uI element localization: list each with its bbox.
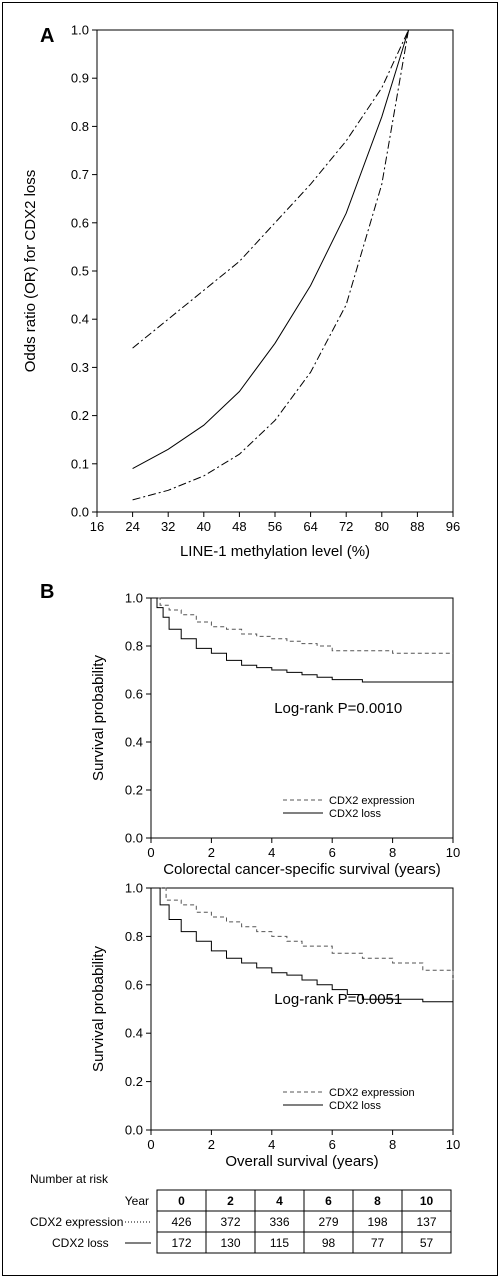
panel-b-bottom-series-cdx2-expression <box>151 887 454 980</box>
at-risk-year: 0 <box>178 1194 185 1208</box>
panel-b-bottom-y-tick-label: 0.4 <box>125 1026 143 1041</box>
panel-b-top-y-tick-label: 0.8 <box>125 639 143 654</box>
panel-a-panel-label: A <box>40 25 54 47</box>
panel-b-bottom-x-tick-label: 0 <box>147 1137 154 1152</box>
panel-b-bottom-legend-label: CDX2 expression <box>329 1087 415 1099</box>
at-risk-count: 77 <box>371 1236 385 1250</box>
panel-b-top-y-axis-label: Survival probability <box>90 655 107 781</box>
panel-a-x-tick-label: 48 <box>232 519 246 534</box>
panel-b-bottom-y-tick-label: 0.2 <box>125 1074 143 1089</box>
panel-b-top-logrank-annotation: Log-rank P=0.0010 <box>274 700 402 717</box>
panel-b-bottom-x-tick-label: 8 <box>389 1137 396 1152</box>
panel-a-y-tick-label: 0.9 <box>71 71 89 86</box>
at-risk-count: 372 <box>220 1215 240 1229</box>
panel-b-top-y-tick-label: 0.0 <box>125 831 143 846</box>
panel-a-series-curve-2 <box>132 29 409 501</box>
panel-a-y-axis-label: Odds ratio (OR) for CDX2 loss <box>22 170 39 373</box>
panel-b-bottom-y-tick-label: 0.6 <box>125 977 143 992</box>
panel-b-top-x-tick-label: 10 <box>446 845 460 860</box>
panel-a-y-tick-label: 0.5 <box>71 264 89 279</box>
panel-b-bottom-x-tick-label: 4 <box>268 1137 275 1152</box>
panel-a-y-tick-label: 0.8 <box>71 119 89 134</box>
panel-b-bottom-y-tick-label: 0.0 <box>125 1123 143 1138</box>
panel-b-top-x-tick-label: 2 <box>208 845 215 860</box>
panel-b-top-x-tick-label: 8 <box>389 845 396 860</box>
panel-a-x-tick-label: 64 <box>303 519 317 534</box>
at-risk-row-label: CDX2 loss <box>52 1236 109 1250</box>
panel-b-bottom-series-cdx2-loss <box>151 887 454 1005</box>
at-risk-header-label: Year <box>125 1194 149 1208</box>
panel-b-top-series-cdx2-loss <box>151 597 453 683</box>
panel-b-top-y-tick-label: 0.4 <box>125 735 143 750</box>
panel-b-top-x-tick-label: 6 <box>329 845 336 860</box>
panel-b-top-legend-label: CDX2 expression <box>329 795 415 807</box>
panel-b-top-y-tick-label: 0.6 <box>125 687 143 702</box>
panel-b-top-y-tick-label: 1.0 <box>125 591 143 606</box>
at-risk-count: 130 <box>220 1236 240 1250</box>
panel-a-x-tick-label: 96 <box>446 519 460 534</box>
panel-a-x-tick-label: 88 <box>410 519 424 534</box>
at-risk-year: 6 <box>325 1194 332 1208</box>
at-risk-year: 2 <box>227 1194 234 1208</box>
at-risk-count: 172 <box>171 1236 191 1250</box>
panel-a-series-curve-1 <box>132 29 409 349</box>
panel-b-bottom-y-axis-label: Survival probability <box>90 946 107 1072</box>
panel-a-x-tick-label: 56 <box>268 519 282 534</box>
at-risk-count: 137 <box>416 1215 436 1229</box>
panel-b-bottom-y-tick-label: 1.0 <box>125 881 143 896</box>
panel-b-bottom-plot-frame <box>150 887 454 1131</box>
panel-a-y-tick-label: 0.0 <box>71 505 89 520</box>
panel-b-top-legend-label: CDX2 loss <box>329 808 381 820</box>
panel-b-top-x-axis-label: Colorectal cancer-specific survival (yea… <box>163 861 441 878</box>
panel-b-bottom-x-tick-label: 10 <box>446 1137 460 1152</box>
panel-a-x-tick-label: 40 <box>197 519 211 534</box>
panel-b-bottom-y-tick-label: 0.8 <box>125 929 143 944</box>
panel-b-top-x-tick-label: 0 <box>147 845 154 860</box>
at-risk-count: 426 <box>171 1215 191 1229</box>
panel-b-top-series-cdx2-expression <box>151 597 453 654</box>
at-risk-year: 10 <box>420 1194 434 1208</box>
at-risk-count: 279 <box>318 1215 338 1229</box>
panel-a-y-tick-label: 0.7 <box>71 167 89 182</box>
panel-a-x-tick-label: 72 <box>339 519 353 534</box>
panel-a-y-tick-label: 0.2 <box>71 408 89 423</box>
at-risk-count: 115 <box>270 1236 289 1250</box>
panel-a-plot-frame <box>96 29 454 513</box>
panel-a-y-tick-label: 0.6 <box>71 215 89 230</box>
at-risk-row-label: CDX2 expression <box>30 1215 123 1229</box>
panel-b-bottom-logrank-annotation: Log-rank P=0.0051 <box>274 991 402 1008</box>
panel-b-bottom-legend-label: CDX2 loss <box>329 1100 381 1112</box>
panel-a-y-tick-label: 0.3 <box>71 360 89 375</box>
at-risk-count: 198 <box>367 1215 387 1229</box>
at-risk-title: Number at risk <box>30 1172 109 1186</box>
at-risk-year: 8 <box>374 1194 381 1208</box>
panel-a-y-tick-label: 0.1 <box>71 456 89 471</box>
panel-a-x-axis-label: LINE-1 methylation level (%) <box>180 543 370 560</box>
at-risk-count: 98 <box>322 1236 336 1250</box>
panel-b-bottom-x-tick-label: 2 <box>208 1137 215 1152</box>
panel-b-top-y-tick-label: 0.2 <box>125 783 143 798</box>
panel-a-x-tick-label: 80 <box>375 519 389 534</box>
panel-a-x-tick-label: 16 <box>90 519 104 534</box>
panel-b-top-x-tick-label: 4 <box>268 845 275 860</box>
panel-a-x-tick-label: 32 <box>161 519 175 534</box>
at-risk-year: 4 <box>276 1194 283 1208</box>
panel-a-y-tick-label: 0.4 <box>71 312 89 327</box>
at-risk-count: 336 <box>269 1215 289 1229</box>
panel-b-bottom-x-tick-label: 6 <box>329 1137 336 1152</box>
panel-a-x-tick-label: 24 <box>125 519 139 534</box>
panel-a-y-tick-label: 1.0 <box>71 23 89 38</box>
panel-a-series-curve-0 <box>132 29 409 470</box>
panel-b-top-panel-label: B <box>40 581 54 603</box>
at-risk-count: 57 <box>420 1236 434 1250</box>
panel-b-bottom-x-axis-label: Overall survival (years) <box>225 1153 378 1170</box>
panel-b-top-plot-frame <box>150 597 454 839</box>
